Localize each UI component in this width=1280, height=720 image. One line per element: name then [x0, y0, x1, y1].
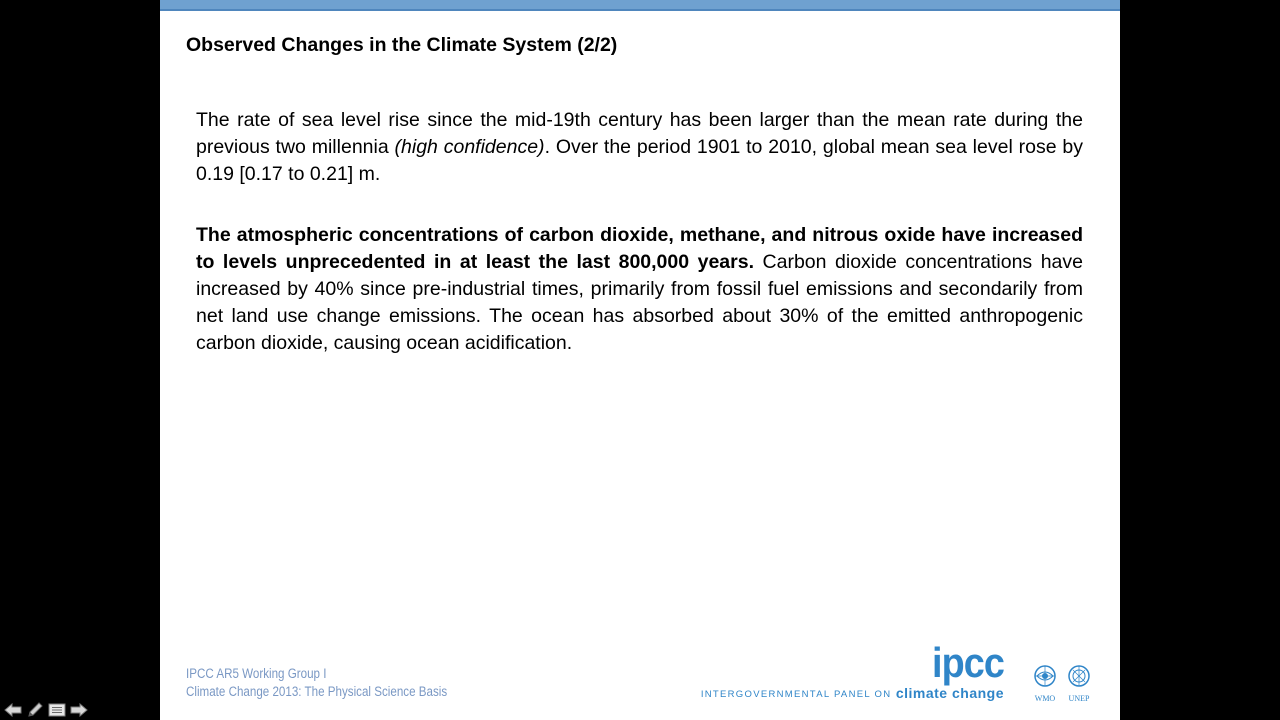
slide-body: The rate of sea level rise since the mid…	[196, 107, 1083, 391]
slideshow-controls	[3, 701, 89, 719]
footer-source: IPCC AR5 Working Group I Climate Change …	[186, 665, 447, 701]
unep-emblem-icon	[1068, 665, 1090, 687]
paragraph-sea-level-text: The rate of sea level rise since the mid…	[196, 109, 1083, 158]
previous-slide-button[interactable]	[3, 702, 23, 718]
ipcc-logo-tagline-big: climate change	[895, 685, 1004, 701]
wmo-logo: WMO	[1028, 664, 1062, 703]
slide-menu-button[interactable]	[47, 702, 67, 718]
footer-line-working-group: IPCC AR5 Working Group I	[186, 666, 327, 681]
pen-icon	[28, 702, 43, 717]
concentrations-headline: The atmospheric concentrations of carbon…	[196, 224, 1083, 273]
ipcc-logo-word: ipcc	[931, 639, 1005, 686]
concentrations-text: Carbon dioxide concentrations have incre…	[196, 251, 1083, 354]
next-slide-button[interactable]	[69, 702, 89, 718]
arrow-right-icon	[70, 703, 88, 717]
slide-top-bar	[160, 0, 1120, 11]
wmo-emblem-icon	[1034, 665, 1056, 687]
pen-tool-button[interactable]	[25, 702, 45, 718]
paragraph-concentrations: The atmospheric concentrations of carbon…	[196, 222, 1083, 357]
menu-icon	[48, 703, 66, 717]
unep-logo: UNEP	[1062, 664, 1096, 703]
arrow-left-icon	[4, 703, 22, 717]
ipcc-logo-tagline-small: INTERGOVERNMENTAL PANEL ON	[700, 689, 892, 700]
paragraph-sea-level: The rate of sea level rise since the mid…	[196, 107, 1083, 188]
wmo-label: WMO	[1034, 694, 1056, 703]
slide-title: Observed Changes in the Climate System (…	[186, 34, 618, 56]
ipcc-logo-tagline: INTERGOVERNMENTAL PANEL ON climate chang…	[701, 685, 1004, 703]
confidence-label: (high confidence)	[394, 136, 545, 158]
slide: Observed Changes in the Climate System (…	[160, 0, 1120, 720]
footer-line-report-title: Climate Change 2013: The Physical Scienc…	[186, 684, 448, 699]
ipcc-logo: ipcc INTERGOVERNMENTAL PANEL ON climate …	[701, 639, 1006, 702]
paragraph-sea-level-text-end: . Over the period 1901 to 2010, global m…	[196, 136, 1083, 185]
unep-label: UNEP	[1068, 694, 1090, 703]
